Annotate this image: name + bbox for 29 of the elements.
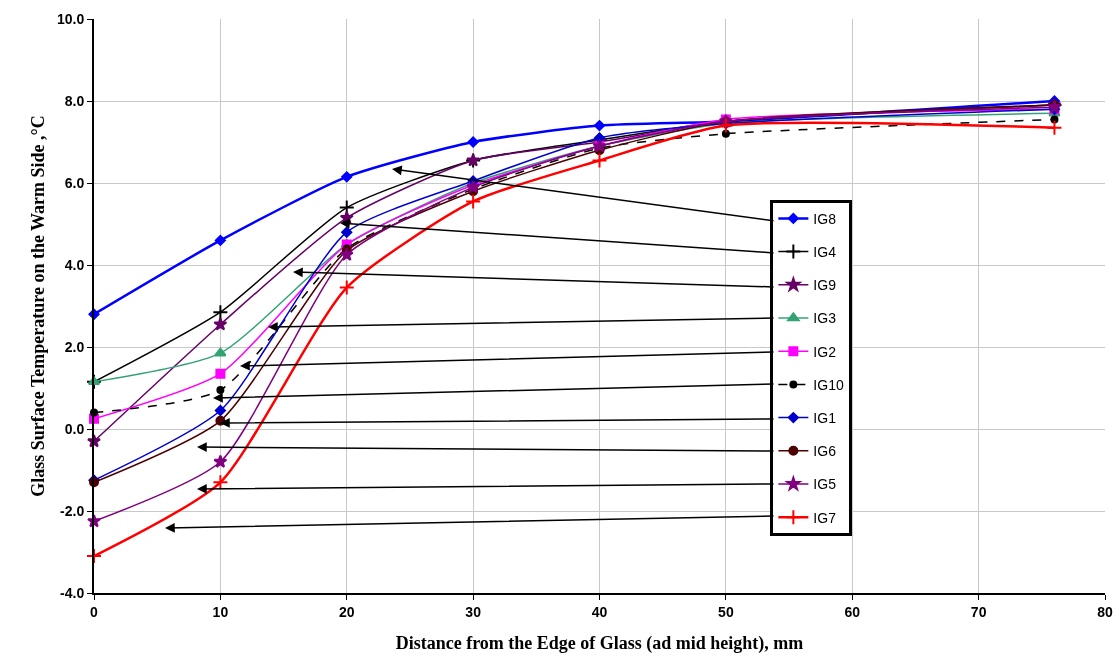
x-tick-label: 50 [718, 603, 734, 620]
legend-label: IG8 [813, 210, 837, 227]
legend-label: IG9 [813, 277, 837, 294]
y-tick-label: -2.0 [60, 502, 85, 519]
y-tick-label: 2.0 [64, 338, 85, 355]
y-tick-label: 4.0 [64, 256, 85, 273]
x-tick-label: 30 [465, 603, 482, 620]
x-tick-label: 70 [970, 603, 987, 620]
x-tick-label: 10 [212, 603, 229, 620]
y-axis-title: Glass Surface Temperature on the Warm Side ,°C [27, 115, 48, 497]
x-tick-label: 80 [1097, 603, 1113, 620]
legend-label: IG5 [813, 476, 837, 493]
legend-label: IG4 [813, 244, 837, 261]
x-tick-label: 20 [338, 603, 355, 620]
legend-label: IG7 [813, 509, 837, 526]
x-tick-label: 40 [591, 603, 608, 620]
y-tick-label: 0.0 [64, 420, 85, 437]
legend-label: IG1 [813, 410, 837, 427]
legend-label: IG6 [813, 443, 837, 460]
x-axis-title: Distance from the Edge of Glass (ad mid height), mm [395, 633, 804, 655]
x-tick-label: 0 [90, 603, 99, 620]
x-tick-label: 60 [844, 603, 861, 620]
y-tick-label: 10.0 [56, 10, 85, 27]
legend-label: IG10 [813, 376, 844, 393]
legend-label: IG3 [813, 310, 837, 327]
y-tick-label: 8.0 [64, 92, 85, 109]
legend-label: IG2 [813, 343, 837, 360]
y-tick-label: -4.0 [60, 584, 85, 601]
y-tick-label: 6.0 [64, 174, 85, 191]
